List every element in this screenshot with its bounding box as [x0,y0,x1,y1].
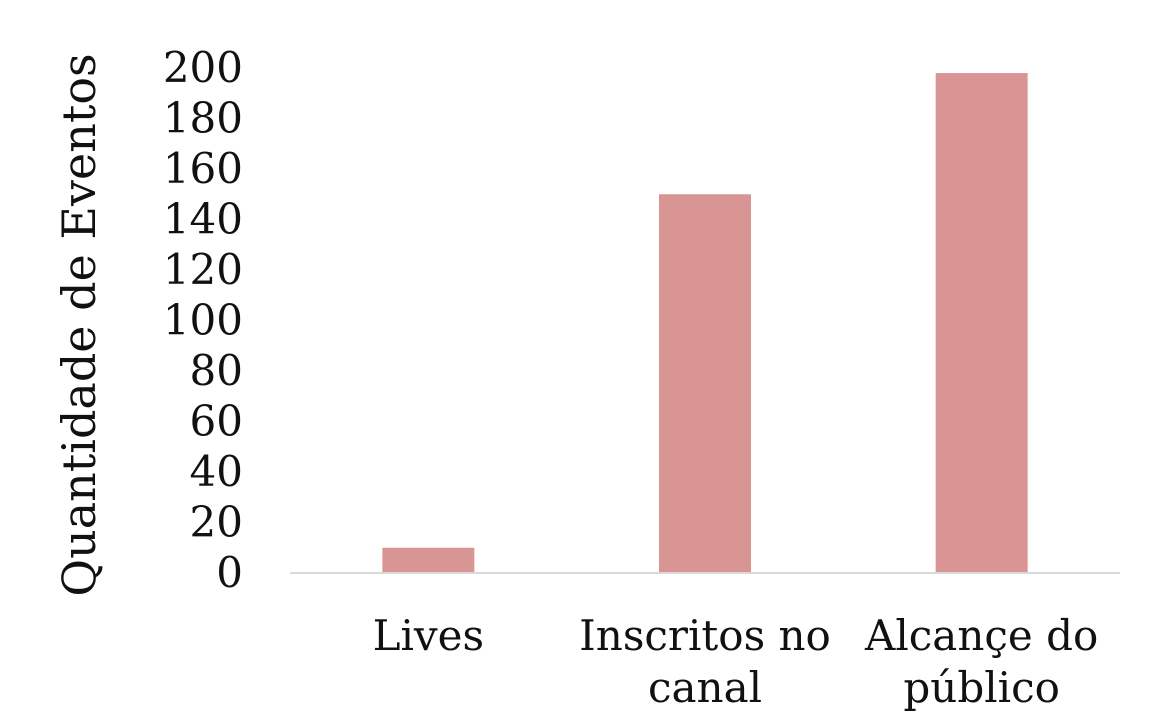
y-tick-label: 180 [163,94,243,143]
bars [382,73,1028,574]
y-tick-label: 60 [190,397,243,446]
y-axis-title: Quantidade de Eventos [52,53,106,596]
x-tick-label: Inscritos no [579,611,831,660]
y-tick-label: 140 [163,195,243,244]
x-tick-label: Alcançe do [864,611,1098,660]
x-tick-label: público [903,663,1060,712]
y-tick-label: 0 [216,548,243,597]
y-tick-label: 100 [163,296,243,345]
y-tick-label: 40 [190,447,243,496]
bar [382,547,475,573]
y-tick-label: 80 [190,346,243,395]
x-tick-label: Lives [373,611,484,660]
y-tick-label: 20 [190,498,243,547]
y-tick-label: 120 [163,245,243,294]
x-tick-label: canal [648,663,762,712]
y-tick-label: 160 [163,144,243,193]
y-tick-label: 200 [163,43,243,92]
bar [935,73,1028,574]
bar [659,194,751,573]
